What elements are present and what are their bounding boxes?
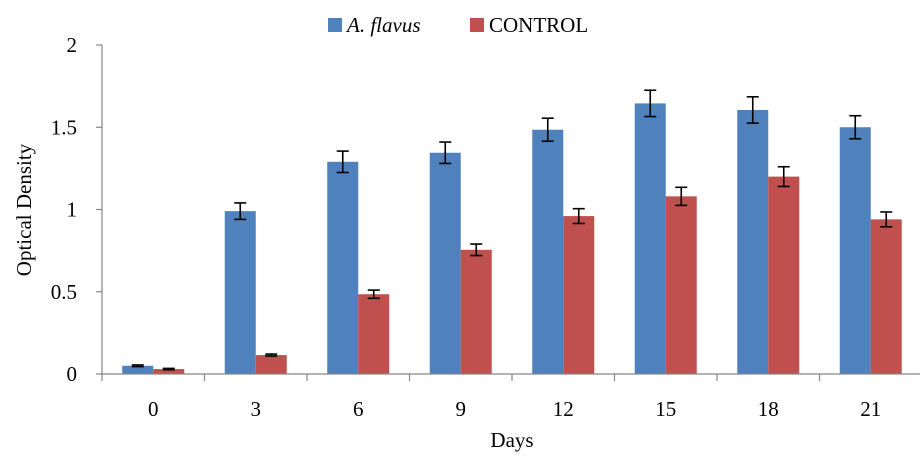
bar-control-day-12 [563, 216, 595, 374]
x-tick-label: 9 [456, 397, 467, 421]
bar-a-flavus-day-12 [532, 129, 564, 374]
error-bar-a-flavus-day-3 [234, 202, 247, 221]
y-tick-label: 0.5 [51, 280, 77, 304]
error-bar-a-flavus-day-15 [644, 89, 657, 118]
bar-a-flavus-day-15 [634, 103, 666, 375]
bar-a-flavus-day-18 [737, 109, 769, 374]
legend-swatch-control [470, 18, 484, 32]
bar-a-flavus-day-0 [122, 365, 154, 374]
x-tick-label: 18 [758, 397, 779, 421]
error-bar-control-day-12 [572, 207, 585, 225]
bar-control-day-18 [768, 176, 800, 374]
y-axis-title: Optical Density [12, 143, 36, 276]
bar-a-flavus-day-3 [224, 211, 256, 374]
bar-control-day-15 [665, 196, 697, 374]
bar-a-flavus-day-6 [327, 161, 359, 374]
x-axis-title: Days [490, 428, 533, 452]
axes-layer [96, 44, 920, 381]
error-bar-a-flavus-day-9 [439, 141, 452, 165]
error-bar-control-day-21 [880, 211, 893, 228]
bar-control-day-6 [358, 294, 390, 374]
error-bar-control-day-3 [265, 353, 278, 357]
error-bar-a-flavus-day-0 [131, 364, 144, 368]
bar-control-day-3 [255, 355, 287, 374]
error-bar-a-flavus-day-6 [336, 150, 349, 174]
y-tick-label: 2 [67, 33, 78, 57]
x-tick-label: 15 [655, 397, 676, 421]
legend-swatch-a-flavus [328, 18, 342, 32]
y-tick-label: 0 [67, 362, 78, 386]
y-tick-label: 1.5 [51, 115, 77, 139]
legend: A. flavus CONTROL [328, 13, 588, 37]
error-bar-control-day-6 [367, 289, 380, 300]
y-tick-label: 1 [67, 198, 78, 222]
bar-a-flavus-day-9 [429, 152, 461, 374]
error-bar-a-flavus-day-18 [746, 96, 759, 124]
x-tick-label: 6 [353, 397, 364, 421]
bar-a-flavus-day-21 [839, 127, 871, 374]
bar-control-day-21 [870, 219, 902, 374]
x-tick-label: 12 [553, 397, 574, 421]
error-bar-control-day-0 [162, 367, 175, 371]
legend-label-a-flavus: A. flavus [345, 13, 421, 37]
x-tick-label: 21 [860, 397, 881, 421]
bar-control-day-0 [153, 369, 185, 374]
bars-layer [122, 103, 902, 375]
error-bar-control-day-15 [675, 186, 688, 207]
error-bar-a-flavus-day-12 [541, 117, 554, 143]
x-tick-label: 0 [148, 397, 159, 421]
error-bar-a-flavus-day-21 [849, 114, 862, 140]
legend-label-control: CONTROL [489, 13, 588, 37]
x-tick-label: 3 [251, 397, 262, 421]
error-bar-control-day-18 [777, 165, 790, 188]
bar-control-day-9 [460, 249, 492, 374]
tick-labels-layer: 0 0.5 1 1.5 2 0 3 6 9 12 15 18 21 [51, 33, 882, 421]
error-bars-layer [131, 89, 893, 371]
error-bar-control-day-9 [470, 243, 483, 257]
